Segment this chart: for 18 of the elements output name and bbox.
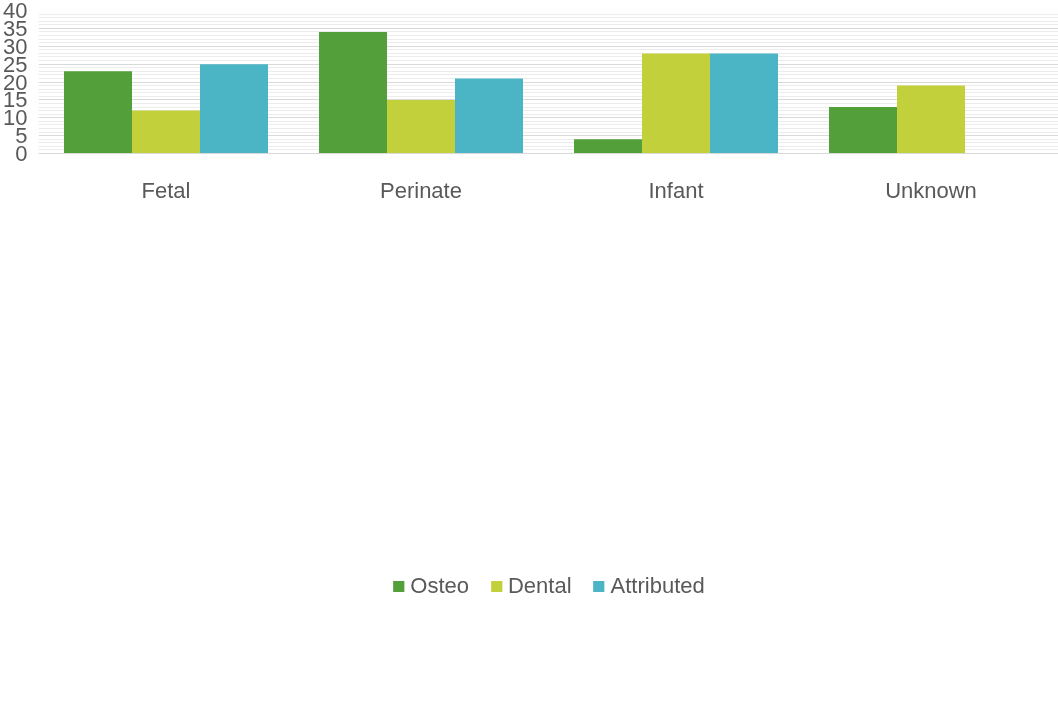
bar (455, 78, 523, 154)
bar (642, 53, 710, 154)
x-tick-label: Infant (648, 177, 704, 203)
bar (319, 31, 387, 154)
x-tick-label: Fetal (141, 177, 191, 203)
legend-label: Attributed (610, 572, 705, 599)
bar (829, 107, 897, 154)
bar (574, 139, 642, 154)
legend-label: Dental (507, 572, 572, 599)
x-tick-label: Unknown (885, 177, 977, 203)
bar (710, 53, 778, 154)
bar (897, 85, 965, 154)
bar (387, 99, 455, 154)
bar (200, 64, 268, 154)
legend-label: Osteo (410, 572, 469, 599)
bar (132, 110, 200, 154)
x-tick-label: Perinate (380, 177, 462, 203)
bar (64, 71, 132, 154)
